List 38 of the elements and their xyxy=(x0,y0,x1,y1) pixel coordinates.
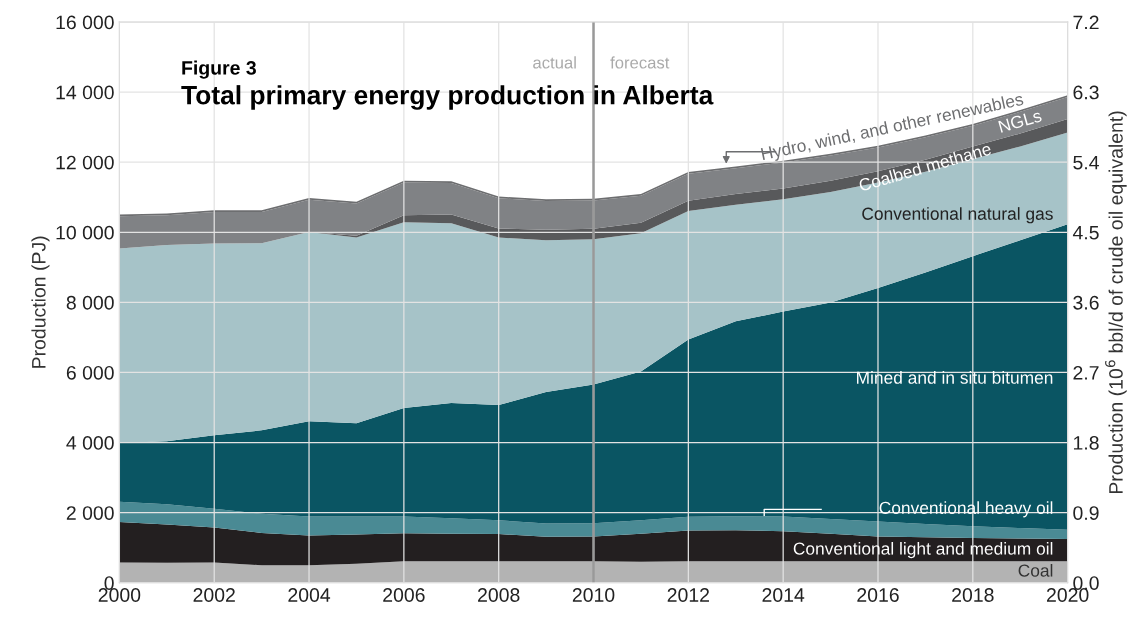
x-tick-label: 2016 xyxy=(857,588,899,602)
y2-tick-label: 4.5 xyxy=(1072,225,1099,240)
x-tick-label: 2020 xyxy=(1046,588,1089,602)
x-tick-label: 2010 xyxy=(572,588,615,602)
series-label: Coalbed methane xyxy=(858,142,992,192)
series-label: Conventional natural gas xyxy=(862,207,1053,224)
series-label: Coal xyxy=(1018,563,1053,577)
y2-tick-label: 0.9 xyxy=(1073,506,1099,520)
text: Total primary energy production in Alberta xyxy=(181,85,714,110)
text: Figure 3 xyxy=(182,60,256,79)
x-tick-label: 2014 xyxy=(762,588,805,602)
x-tick-label: 2006 xyxy=(383,588,425,602)
y2-tick-label: 1.8 xyxy=(1073,436,1099,450)
x-tick-label: 2000 xyxy=(98,588,141,602)
y-tick-label: 4 000 xyxy=(66,436,114,450)
y-tick-label: 0 xyxy=(104,576,114,590)
y-tick-label: 2 000 xyxy=(66,506,114,520)
y2-axis-title: Production (10$^{6}$ bbl/d of crude oil equivalent) xyxy=(1105,111,1127,494)
y-tick-label: 16 000 xyxy=(56,15,114,30)
y2-tick-label: 2.7 xyxy=(1073,365,1099,380)
y-tick-label: 6 000 xyxy=(66,365,114,380)
y-tick-label: 10 000 xyxy=(56,225,114,240)
y-tick-label: 8 000 xyxy=(66,295,114,310)
y2-tick-label: 6.3 xyxy=(1073,85,1099,100)
y-tick-label: 14 000 xyxy=(56,85,114,100)
annotation: actual xyxy=(533,56,576,69)
y2-tick-label: 0.0 xyxy=(1073,576,1099,590)
y2-tick-label: 7.2 xyxy=(1073,15,1099,30)
y-axis-title: Production (PJ) xyxy=(31,236,50,368)
y-tick-label: 12 000 xyxy=(56,155,114,170)
x-tick-label: 2004 xyxy=(288,588,331,602)
annotation: forecast xyxy=(610,56,670,69)
x-tick-label: 2002 xyxy=(193,588,235,602)
x-tick-label: 2008 xyxy=(478,588,520,602)
y2-tick-label: 5.4 xyxy=(1073,155,1099,170)
y2-tick-label: 3.6 xyxy=(1073,295,1099,310)
x-tick-label: 2018 xyxy=(952,588,994,602)
x-tick-label: 2012 xyxy=(667,588,709,602)
